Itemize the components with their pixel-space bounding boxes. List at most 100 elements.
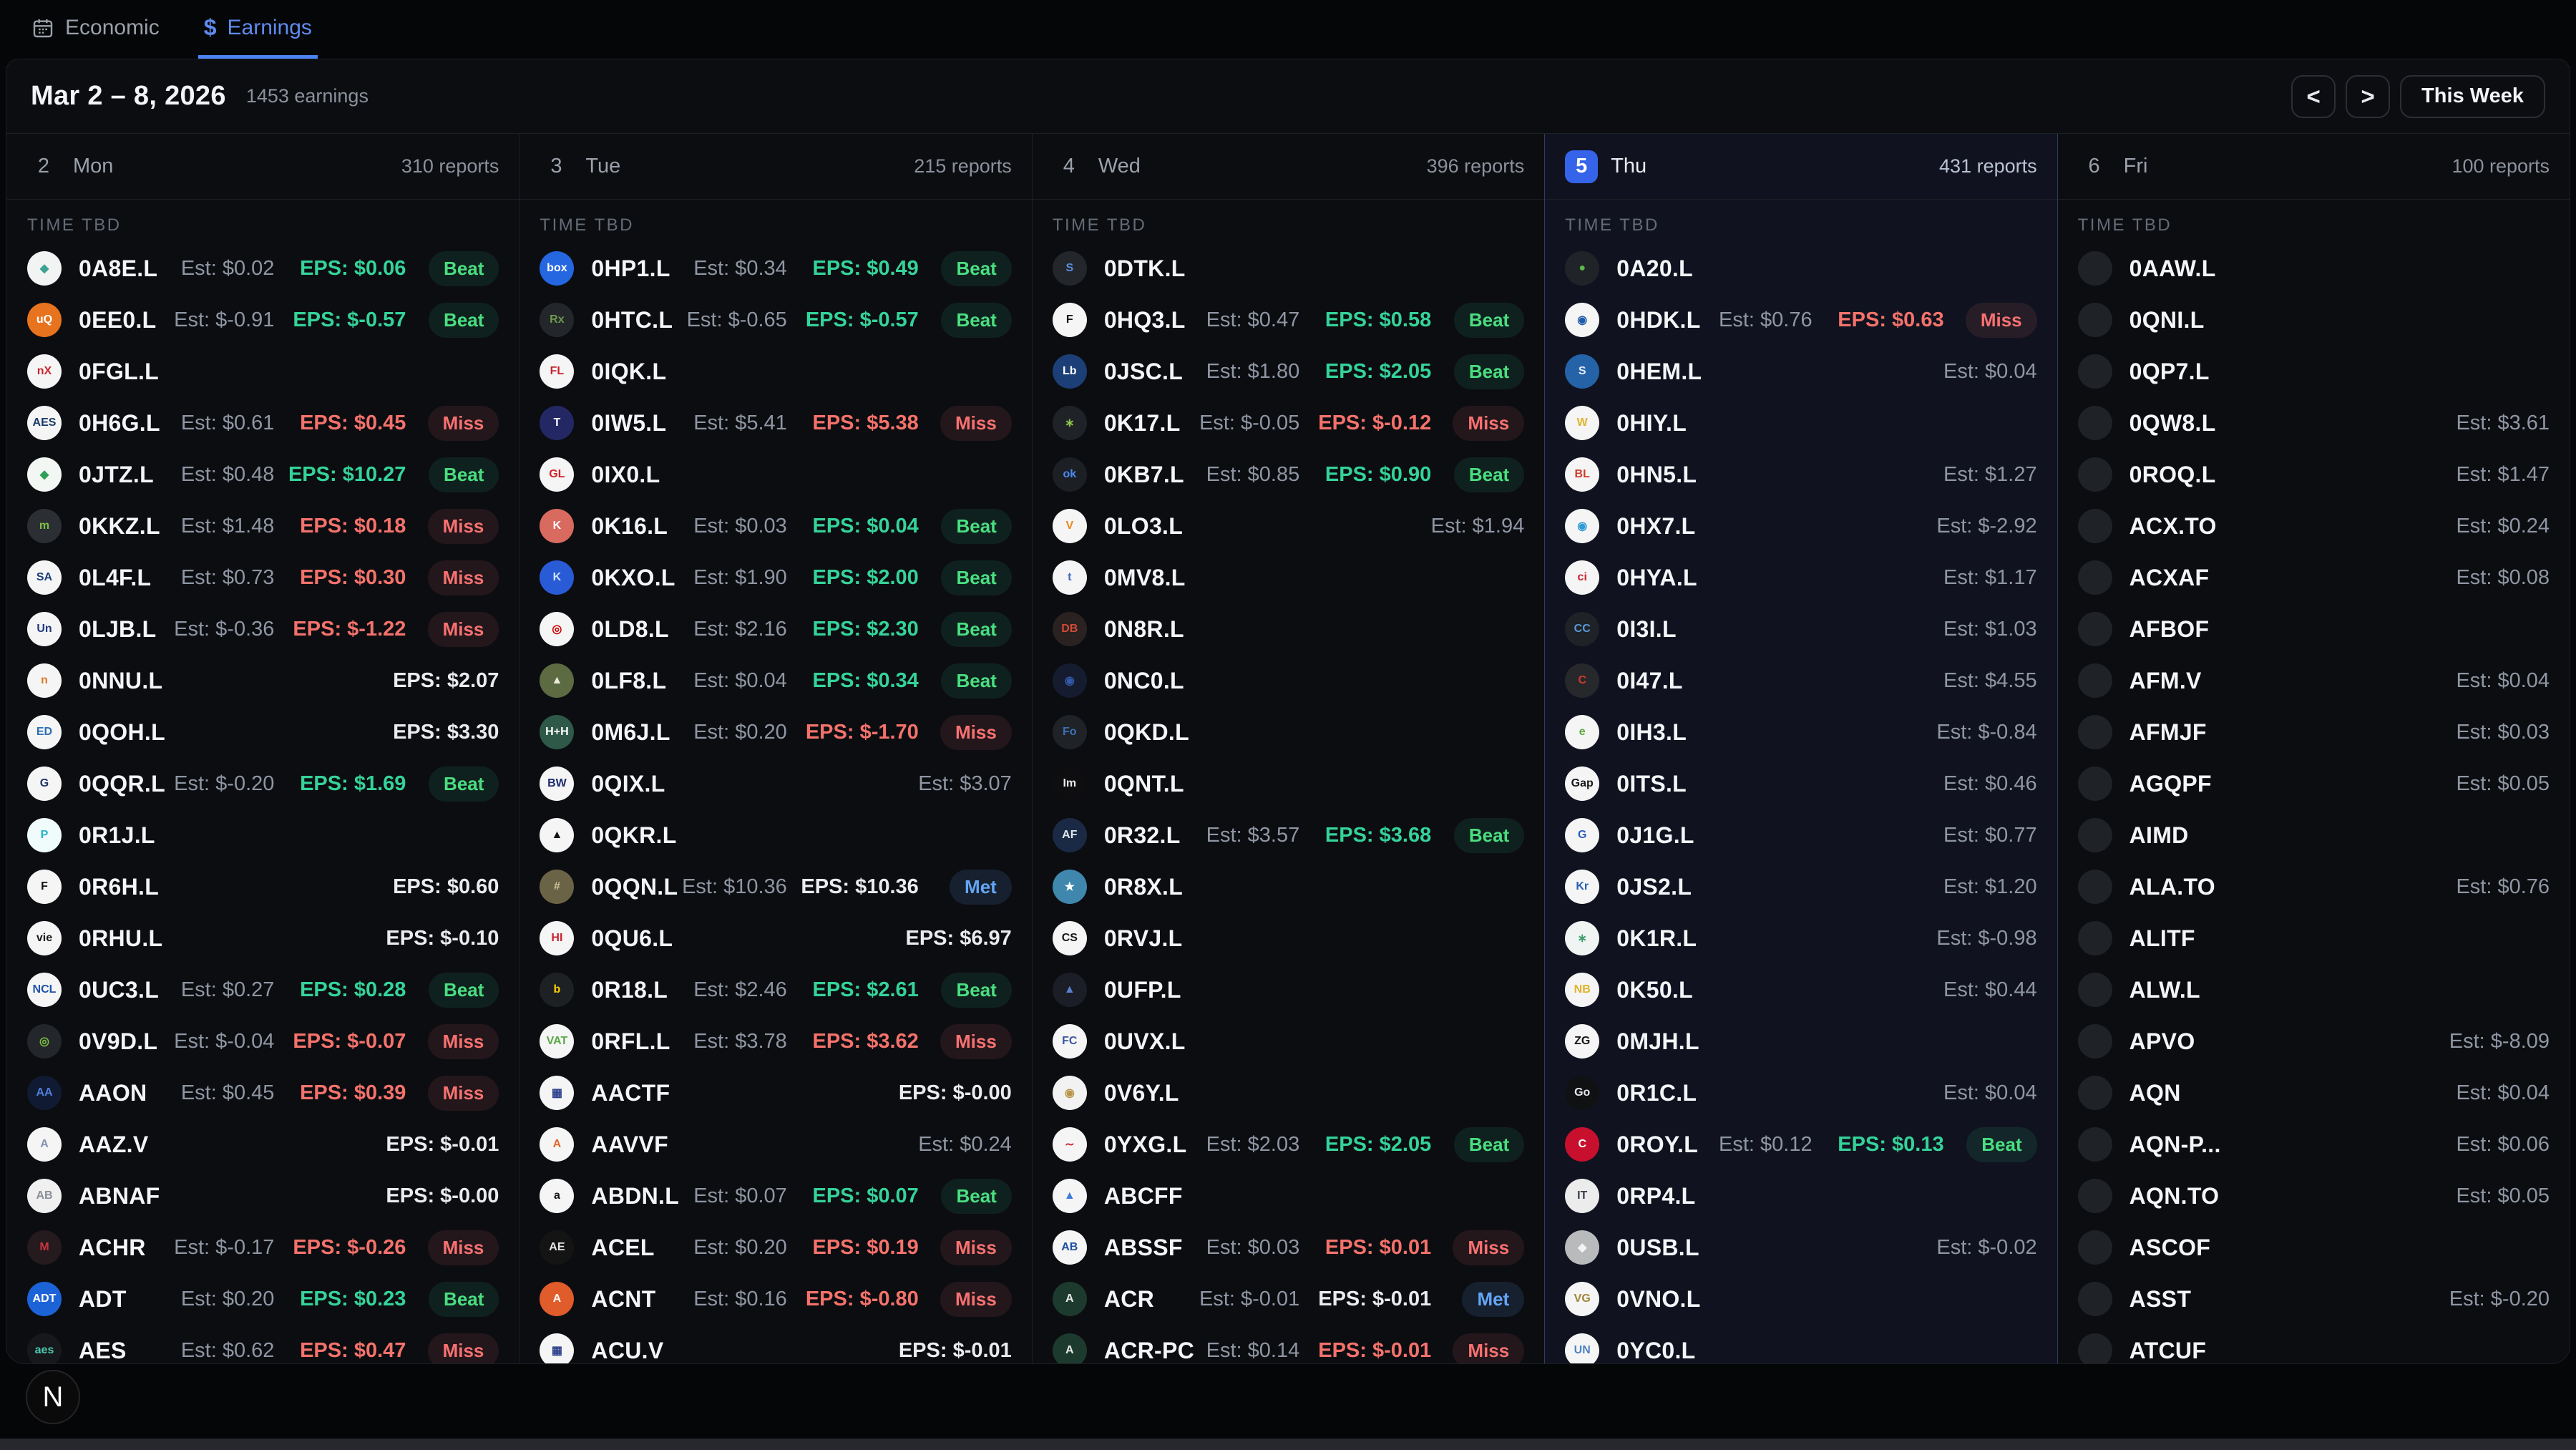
earnings-row[interactable]: AGQPF Est: $0.05 (2077, 758, 2550, 809)
earnings-row[interactable]: 0QP7.L (2077, 346, 2550, 397)
earnings-row[interactable]: ◎ 0V9D.L Est: $-0.04 EPS: $-0.07 Miss (27, 1016, 499, 1067)
earnings-row[interactable]: AB ABNAF EPS: $-0.00 (27, 1170, 499, 1222)
earnings-row[interactable]: T 0IW5.L Est: $5.41 EPS: $5.38 Miss (540, 397, 1012, 449)
earnings-row[interactable]: A ACR-PC Est: $0.14 EPS: $-0.01 Miss (1052, 1325, 1525, 1363)
earnings-row[interactable]: AB ABSSF Est: $0.03 EPS: $0.01 Miss (1052, 1222, 1525, 1273)
earnings-row[interactable]: ◎ 0LD8.L Est: $2.16 EPS: $2.30 Beat (540, 603, 1012, 655)
earnings-row[interactable]: NB 0K50.L Est: $0.44 (1565, 964, 2037, 1016)
day-header[interactable]: 3 Tue 215 reports (519, 134, 1032, 200)
earnings-row[interactable]: IT 0RP4.L (1565, 1170, 2036, 1222)
earnings-row[interactable]: AQN-P... Est: $0.06 (2077, 1119, 2550, 1170)
earnings-row[interactable]: F 0R6H.L EPS: $0.60 (27, 861, 499, 913)
earnings-row[interactable]: UN 0YC0.L (1565, 1325, 2036, 1363)
earnings-row[interactable]: ◉ 0HX7.L Est: $-2.92 (1565, 500, 2037, 552)
day-header[interactable]: 4 Wed 396 reports (1032, 134, 1545, 200)
earnings-row[interactable]: Gap 0ITS.L Est: $0.46 (1565, 758, 2037, 809)
earnings-row[interactable]: 0QNI.L (2077, 294, 2550, 346)
earnings-row[interactable]: 0QW8.L Est: $3.61 (2077, 397, 2550, 449)
earnings-row[interactable]: ∗ 0K17.L Est: $-0.05 EPS: $-0.12 Miss (1052, 397, 1525, 449)
earnings-row[interactable]: ◉ 0HDK.L Est: $0.76 EPS: $0.63 Miss (1565, 294, 2037, 346)
earnings-row[interactable]: GL 0IX0.L (540, 449, 1011, 500)
earnings-row[interactable]: ▲ 0LF8.L Est: $0.04 EPS: $0.34 Beat (540, 655, 1012, 706)
earnings-row[interactable]: NCL 0UC3.L Est: $0.27 EPS: $0.28 Beat (27, 964, 499, 1016)
earnings-row[interactable]: A ACNT Est: $0.16 EPS: $-0.80 Miss (540, 1273, 1012, 1325)
earnings-row[interactable]: Go 0R1C.L Est: $0.04 (1565, 1067, 2037, 1119)
earnings-row[interactable]: ▲ 0QKR.L (540, 809, 1011, 861)
earnings-row[interactable]: ∼ 0YXG.L Est: $2.03 EPS: $2.05 Beat (1052, 1119, 1525, 1170)
earnings-row[interactable]: Fo 0QKD.L (1052, 706, 1524, 758)
earnings-row[interactable]: K 0KXO.L Est: $1.90 EPS: $2.00 Beat (540, 552, 1012, 603)
earnings-row[interactable]: ok 0KB7.L Est: $0.85 EPS: $0.90 Beat (1052, 449, 1525, 500)
earnings-row[interactable]: VAT 0RFL.L Est: $3.78 EPS: $3.62 Miss (540, 1016, 1012, 1067)
earnings-row[interactable]: S 0HEM.L Est: $0.04 (1565, 346, 2037, 397)
earnings-row[interactable]: M ACHR Est: $-0.17 EPS: $-0.26 Miss (27, 1222, 499, 1273)
earnings-row[interactable]: VG 0VNO.L (1565, 1273, 2036, 1325)
earnings-row[interactable]: ALITF (2077, 913, 2550, 964)
earnings-row[interactable]: FL 0IQK.L (540, 346, 1011, 397)
earnings-row[interactable]: CS 0RVJ.L (1052, 913, 1524, 964)
earnings-row[interactable]: ASCOF (2077, 1222, 2550, 1273)
earnings-row[interactable]: 0ROQ.L Est: $1.47 (2077, 449, 2550, 500)
earnings-row[interactable]: ◉ 0NC0.L (1052, 655, 1524, 706)
earnings-row[interactable]: H+H 0M6J.L Est: $0.20 EPS: $-1.70 Miss (540, 706, 1012, 758)
earnings-row[interactable]: AFM.V Est: $0.04 (2077, 655, 2550, 706)
day-header[interactable]: 5 Thu 431 reports (1545, 134, 2057, 200)
earnings-row[interactable]: BL 0HN5.L Est: $1.27 (1565, 449, 2037, 500)
earnings-row[interactable]: ALW.L (2077, 964, 2550, 1016)
prev-week-button[interactable]: < (2291, 74, 2336, 118)
earnings-row[interactable]: a ABDN.L Est: $0.07 EPS: $0.07 Beat (540, 1170, 1012, 1222)
earnings-row[interactable]: ACX.TO Est: $0.24 (2077, 500, 2550, 552)
tab-earnings[interactable]: $ Earnings (197, 0, 318, 59)
earnings-row[interactable]: Rx 0HTC.L Est: $-0.65 EPS: $-0.57 Beat (540, 294, 1012, 346)
earnings-row[interactable]: W 0HIY.L (1565, 397, 2036, 449)
earnings-row[interactable]: CC 0I3I.L Est: $1.03 (1565, 603, 2037, 655)
earnings-row[interactable]: box 0HP1.L Est: $0.34 EPS: $0.49 Beat (540, 243, 1012, 294)
earnings-row[interactable]: ACXAF Est: $0.08 (2077, 552, 2550, 603)
earnings-row[interactable]: ★ 0R8X.L (1052, 861, 1524, 913)
earnings-row[interactable]: FC 0UVX.L (1052, 1016, 1524, 1067)
this-week-button[interactable]: This Week (2400, 74, 2545, 118)
earnings-row[interactable]: n 0NNU.L EPS: $2.07 (27, 655, 499, 706)
earnings-row[interactable]: AIMD (2077, 809, 2550, 861)
earnings-row[interactable]: ci 0HYA.L Est: $1.17 (1565, 552, 2037, 603)
earnings-row[interactable]: A AAZ.V EPS: $-0.01 (27, 1119, 499, 1170)
earnings-row[interactable]: e 0IH3.L Est: $-0.84 (1565, 706, 2037, 758)
earnings-row[interactable]: C 0I47.L Est: $4.55 (1565, 655, 2037, 706)
earnings-row[interactable]: # 0QQN.L Est: $10.36 EPS: $10.36 Met (540, 861, 1012, 913)
earnings-row[interactable]: t 0MV8.L (1052, 552, 1524, 603)
earnings-row[interactable]: ASST Est: $-0.20 (2077, 1273, 2550, 1325)
earnings-row[interactable]: A AAVVF Est: $0.24 (540, 1119, 1012, 1170)
earnings-row[interactable]: DB 0N8R.L (1052, 603, 1524, 655)
earnings-row[interactable]: AA AAON Est: $0.45 EPS: $0.39 Miss (27, 1067, 499, 1119)
earnings-row[interactable]: S 0DTK.L (1052, 243, 1524, 294)
earnings-row[interactable]: ▲ 0UFP.L (1052, 964, 1524, 1016)
earnings-row[interactable]: AQN.TO Est: $0.05 (2077, 1170, 2550, 1222)
earnings-row[interactable]: ◆ 0USB.L Est: $-0.02 (1565, 1222, 2037, 1273)
earnings-row[interactable]: ED 0QOH.L EPS: $3.30 (27, 706, 499, 758)
earnings-row[interactable]: Kr 0JS2.L Est: $1.20 (1565, 861, 2037, 913)
earnings-row[interactable]: ALA.TO Est: $0.76 (2077, 861, 2550, 913)
earnings-row[interactable]: Un 0LJB.L Est: $-0.36 EPS: $-1.22 Miss (27, 603, 499, 655)
earnings-row[interactable]: Lb 0JSC.L Est: $1.80 EPS: $2.05 Beat (1052, 346, 1525, 397)
day-header[interactable]: 6 Fri 100 reports (2057, 134, 2570, 200)
earnings-row[interactable]: C 0ROY.L Est: $0.12 EPS: $0.13 Beat (1565, 1119, 2037, 1170)
day-header[interactable]: 2 Mon 310 reports (7, 134, 519, 200)
earnings-row[interactable]: AES 0H6G.L Est: $0.61 EPS: $0.45 Miss (27, 397, 499, 449)
earnings-row[interactable]: G 0J1G.L Est: $0.77 (1565, 809, 2037, 861)
earnings-row[interactable]: APVO Est: $-8.09 (2077, 1016, 2550, 1067)
earnings-row[interactable]: m 0KKZ.L Est: $1.48 EPS: $0.18 Miss (27, 500, 499, 552)
earnings-row[interactable]: ▲ ABCFF (1052, 1170, 1524, 1222)
earnings-row[interactable]: ZG 0MJH.L (1565, 1016, 2036, 1067)
earnings-row[interactable]: F 0HQ3.L Est: $0.47 EPS: $0.58 Beat (1052, 294, 1525, 346)
app-logo[interactable]: N (26, 1370, 80, 1424)
earnings-row[interactable]: ▦ AACTF EPS: $-0.00 (540, 1067, 1012, 1119)
earnings-row[interactable]: ◆ 0JTZ.L Est: $0.48 EPS: $10.27 Beat (27, 449, 499, 500)
earnings-row[interactable]: AFMJF Est: $0.03 (2077, 706, 2550, 758)
earnings-row[interactable]: aes AES Est: $0.62 EPS: $0.47 Miss (27, 1325, 499, 1363)
earnings-row[interactable]: ◆ 0A8E.L Est: $0.02 EPS: $0.06 Beat (27, 243, 499, 294)
earnings-row[interactable]: ATCUF (2077, 1325, 2550, 1363)
earnings-row[interactable]: uQ 0EE0.L Est: $-0.91 EPS: $-0.57 Beat (27, 294, 499, 346)
earnings-row[interactable]: AF 0R32.L Est: $3.57 EPS: $3.68 Beat (1052, 809, 1525, 861)
earnings-row[interactable]: AFBOF (2077, 603, 2550, 655)
earnings-row[interactable]: G 0QQR.L Est: $-0.20 EPS: $1.69 Beat (27, 758, 499, 809)
